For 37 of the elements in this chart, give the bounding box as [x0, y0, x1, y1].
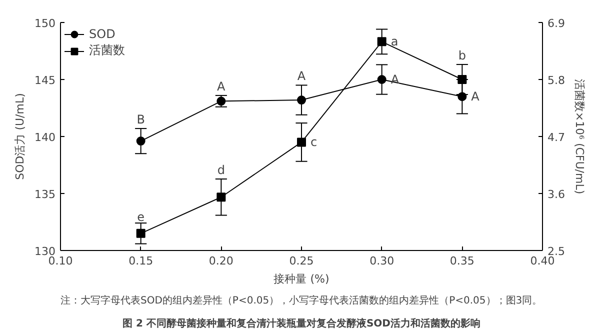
- data-label: a: [390, 34, 398, 49]
- x-tick-label: 0.15: [128, 254, 154, 268]
- point: [377, 75, 386, 84]
- data-label: e: [137, 210, 145, 224]
- data-label: B: [136, 112, 145, 127]
- y2-axis-title: 活菌数×10⁶ (CFU/mL): [572, 78, 586, 194]
- y2-tick-label: 6.9: [548, 17, 565, 30]
- y2-tick-label: 5.8: [548, 74, 565, 87]
- x-axis-title: 接种量 (%): [274, 272, 330, 286]
- y-tick-label: 140: [34, 131, 56, 144]
- point: [377, 37, 386, 46]
- x-tick-label: 0.25: [289, 254, 314, 268]
- x-tick-label: 0.35: [450, 254, 474, 268]
- data-label: A: [297, 69, 306, 84]
- point: [297, 138, 306, 147]
- data-label: b: [458, 48, 466, 62]
- point: [458, 75, 467, 84]
- text: 注：大写字母代表SOD的组内差异性（P<0.05），小写字母代表活菌数的组内差异性（P<0.05）；图3同。: [60, 294, 542, 306]
- legend-label: 活菌数: [89, 42, 125, 59]
- point: [297, 96, 306, 105]
- data-label: A: [471, 90, 480, 104]
- text: 图 2 不同酵母菌接种量和复合清汁装瓶量对复合发酵液SOD活力和活菌数的影响: [122, 318, 480, 330]
- y2-tick-label: 4.7: [548, 131, 565, 144]
- point: [216, 192, 226, 202]
- y-tick-label: 145: [34, 74, 56, 87]
- legend-label: SOD: [89, 26, 116, 42]
- y-axis-title: SOD活力 (U/mL): [14, 93, 27, 180]
- data-label: c: [310, 135, 318, 150]
- y-tick-label: 135: [34, 188, 56, 201]
- data-label: d: [217, 162, 225, 177]
- x-tick-label: 0.20: [208, 254, 234, 268]
- point: [136, 228, 146, 238]
- x-tick-label: 0.30: [370, 254, 394, 268]
- y-tick-label: 150: [34, 17, 56, 30]
- y2-tick-label: 3.6: [548, 188, 565, 201]
- data-label: A: [217, 79, 226, 94]
- point: [136, 136, 146, 146]
